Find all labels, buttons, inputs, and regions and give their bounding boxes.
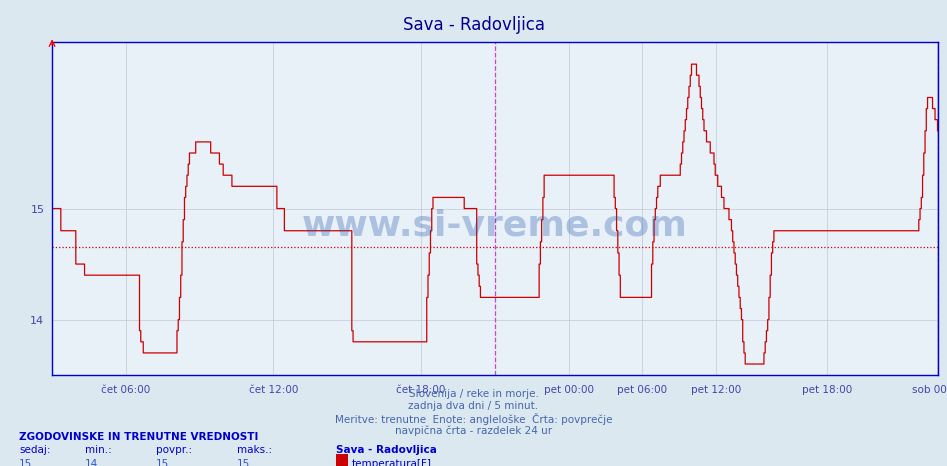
Text: Sava - Radovljica: Sava - Radovljica: [336, 445, 438, 455]
Text: www.si-vreme.com: www.si-vreme.com: [302, 208, 688, 242]
Text: Meritve: trenutne  Enote: angleloške  Črta: povprečje: Meritve: trenutne Enote: angleloške Črta…: [334, 413, 613, 425]
Text: povpr.:: povpr.:: [156, 445, 192, 455]
Text: ZGODOVINSKE IN TRENUTNE VREDNOSTI: ZGODOVINSKE IN TRENUTNE VREDNOSTI: [19, 432, 259, 442]
Text: Sava - Radovljica: Sava - Radovljica: [402, 16, 545, 34]
Text: temperatura[F]: temperatura[F]: [351, 459, 431, 466]
Text: navpična črta - razdelek 24 ur: navpična črta - razdelek 24 ur: [395, 425, 552, 436]
Text: 15: 15: [237, 459, 250, 466]
Text: Slovenija / reke in morje.: Slovenija / reke in morje.: [408, 389, 539, 399]
Text: 14: 14: [85, 459, 98, 466]
Text: zadnja dva dni / 5 minut.: zadnja dva dni / 5 minut.: [408, 401, 539, 411]
Text: 15: 15: [19, 459, 32, 466]
Text: min.:: min.:: [85, 445, 112, 455]
Text: maks.:: maks.:: [237, 445, 272, 455]
Text: sedaj:: sedaj:: [19, 445, 50, 455]
Text: 15: 15: [156, 459, 170, 466]
